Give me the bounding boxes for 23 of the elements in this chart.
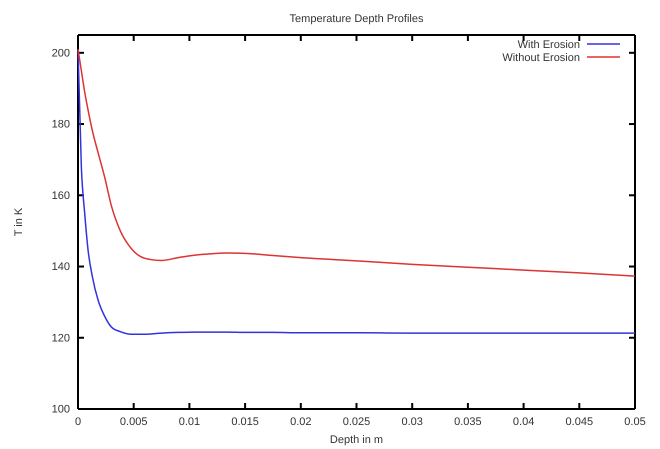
y-tick-label: 120 <box>52 332 70 344</box>
x-tick-label: 0.015 <box>231 416 259 428</box>
x-tick-label: 0.05 <box>624 416 646 428</box>
chart-title: Temperature Depth Profiles <box>290 13 424 25</box>
text: With Erosion <box>518 39 580 51</box>
x-tick-label: 0.03 <box>401 416 423 428</box>
line-series <box>77 48 636 277</box>
x-axis-title: Depth in m <box>330 434 384 446</box>
x-tick-label: 0.01 <box>178 416 200 428</box>
legend-label: Without Erosion <box>502 52 580 64</box>
y-tick-label: 200 <box>52 47 70 60</box>
x-tick-label: 0.045 <box>566 416 594 428</box>
y-axis-title: T in K <box>13 207 25 236</box>
y-tick-label: 100 <box>52 404 70 416</box>
x-tick-label: 0.02 <box>290 416 312 428</box>
x-tick-label: 0.005 <box>120 416 148 428</box>
y-tick-label: 160 <box>52 190 70 202</box>
x-tick-label: 0.035 <box>454 416 482 428</box>
x-tick-label: 0.04 <box>512 416 534 428</box>
y-tick-label: 140 <box>52 261 70 274</box>
x-tick-label: 0.025 <box>342 416 370 428</box>
x-tick-label: 0 <box>74 416 82 428</box>
y-tick-label: 180 <box>52 118 70 131</box>
